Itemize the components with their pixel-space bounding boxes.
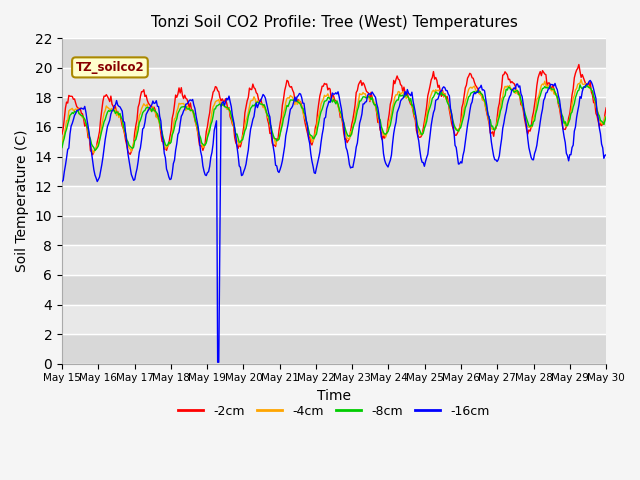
Text: TZ_soilco2: TZ_soilco2 <box>76 61 144 74</box>
Bar <box>62 156 606 186</box>
Bar <box>62 304 606 334</box>
Y-axis label: Soil Temperature (C): Soil Temperature (C) <box>15 130 29 272</box>
Bar <box>62 275 606 304</box>
Bar <box>62 97 606 127</box>
Bar <box>62 127 606 156</box>
Bar <box>62 216 606 245</box>
Bar <box>62 38 606 68</box>
X-axis label: Time: Time <box>317 389 351 403</box>
Bar <box>62 245 606 275</box>
Title: Tonzi Soil CO2 Profile: Tree (West) Temperatures: Tonzi Soil CO2 Profile: Tree (West) Temp… <box>150 15 518 30</box>
Legend: -2cm, -4cm, -8cm, -16cm: -2cm, -4cm, -8cm, -16cm <box>173 400 495 422</box>
Bar <box>62 68 606 97</box>
Bar <box>62 186 606 216</box>
Bar <box>62 334 606 364</box>
